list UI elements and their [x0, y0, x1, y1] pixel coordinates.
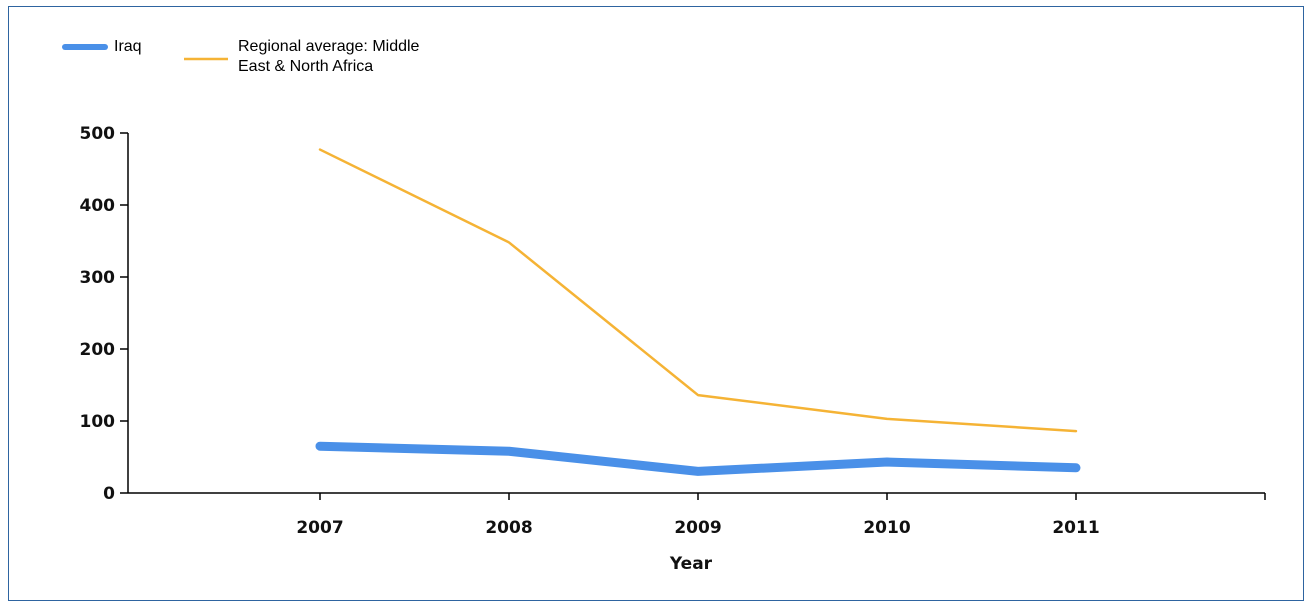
y-tick-label-400: 400: [80, 196, 116, 216]
series-group: [315, 148, 1081, 476]
axes: 0 100 200 300 400 500 2007 2008 2009 2010 2011: [80, 124, 1266, 538]
x-tick-label-2007: 2007: [296, 518, 343, 538]
legend-label-iraq: Iraq: [114, 38, 142, 55]
x-tick-label-2011: 2011: [1052, 518, 1099, 538]
y-tick-label-0: 0: [103, 484, 115, 504]
x-tick-label-2009: 2009: [674, 518, 721, 538]
y-tick-label-500: 500: [80, 124, 116, 144]
legend-label-regional-average-line2: East & North Africa: [238, 58, 373, 75]
y-tick-label-300: 300: [80, 268, 116, 288]
x-tick-label-2008: 2008: [485, 518, 532, 538]
chart-frame: Iraq Regional average: Middle East & Nor…: [8, 6, 1304, 601]
legend: Iraq Regional average: Middle East & Nor…: [62, 38, 420, 75]
series-line-regional-average: [318, 148, 1078, 433]
legend-label-regional-average-line1: Regional average: Middle: [238, 38, 420, 55]
y-tick-label-200: 200: [80, 340, 116, 360]
series-line-iraq: [315, 441, 1081, 476]
y-tick-label-100: 100: [80, 412, 116, 432]
x-tick-label-2010: 2010: [863, 518, 910, 538]
x-axis-title: Year: [669, 554, 713, 574]
line-chart: Iraq Regional average: Middle East & Nor…: [62, 38, 1266, 574]
